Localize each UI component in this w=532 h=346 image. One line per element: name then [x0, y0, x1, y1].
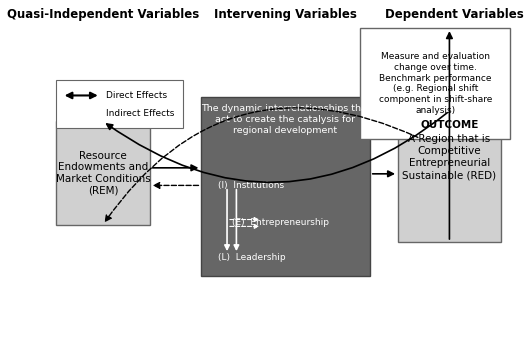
Text: (E)  Entrepreneurship: (E) Entrepreneurship — [232, 218, 329, 227]
Text: (I)  Institutions: (I) Institutions — [218, 181, 284, 190]
FancyBboxPatch shape — [361, 28, 510, 138]
Text: OUTCOME: OUTCOME — [420, 120, 479, 130]
Text: The dynamic interrelationships that
act to create the catalysis for
regional dev: The dynamic interrelationships that act … — [201, 104, 370, 135]
FancyBboxPatch shape — [398, 111, 501, 242]
Text: Resource
Endowments and
Market Conditions
(REM): Resource Endowments and Market Condition… — [55, 151, 151, 195]
Text: A Region that is
Competitive
Entrepreneurial
Sustainable (RED): A Region that is Competitive Entrepreneu… — [402, 134, 496, 180]
FancyBboxPatch shape — [201, 97, 370, 276]
FancyBboxPatch shape — [56, 80, 182, 128]
FancyBboxPatch shape — [56, 121, 150, 225]
Text: Quasi-Independent Variables: Quasi-Independent Variables — [7, 8, 199, 20]
Text: Indirect Effects: Indirect Effects — [106, 109, 174, 118]
Text: Direct Effects: Direct Effects — [106, 91, 168, 100]
Text: Measure and evaluation
change over time.
Benchmark performance
(e.g. Regional sh: Measure and evaluation change over time.… — [379, 52, 492, 115]
Text: Intervening Variables: Intervening Variables — [214, 8, 357, 20]
Text: Dependent Variables: Dependent Variables — [385, 8, 523, 20]
Text: (L)  Leadership: (L) Leadership — [218, 253, 285, 262]
